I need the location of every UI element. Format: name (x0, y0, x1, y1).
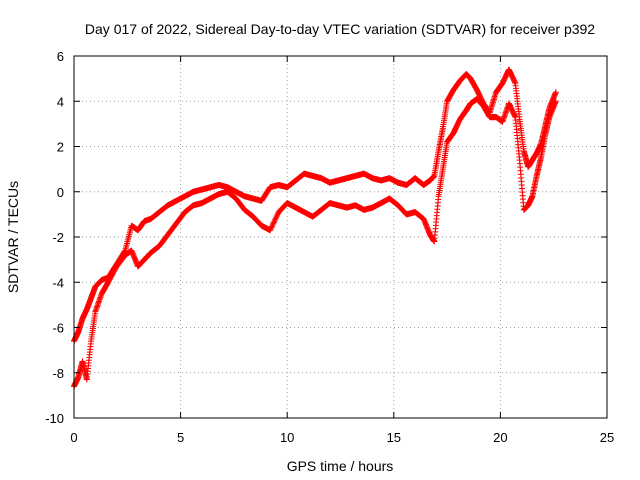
data-point (552, 89, 559, 96)
y-tick-label: -6 (52, 321, 64, 336)
x-tick-label: 20 (493, 430, 507, 445)
y-tick-label: -4 (52, 275, 64, 290)
data-point (269, 222, 276, 229)
data-point (272, 215, 279, 222)
plot-frame (73, 55, 608, 419)
x-axis-label: GPS time / hours (287, 458, 394, 474)
data-point (271, 218, 278, 225)
data-point (273, 214, 280, 221)
y-tick-label: -2 (52, 230, 64, 245)
y-tick-label: -8 (52, 366, 64, 381)
data-point (268, 223, 275, 230)
x-tick-label: 25 (600, 430, 614, 445)
x-tick-label: 10 (280, 430, 294, 445)
data-point (270, 219, 277, 226)
y-tick-label: 0 (57, 185, 64, 200)
y-tick-label: 2 (57, 140, 64, 155)
chart-title: Day 017 of 2022, Sidereal Day-to-day VTE… (85, 21, 595, 37)
y-axis-label: SDTVAR / TECUs (5, 181, 21, 293)
data-points (71, 66, 559, 390)
y-tick-label: 4 (57, 94, 64, 109)
data-point (274, 211, 281, 218)
data-point (268, 224, 275, 231)
y-tick-label: -10 (45, 411, 64, 426)
data-point (273, 212, 280, 219)
data-point (272, 216, 279, 223)
data-point (552, 98, 559, 105)
x-tick-label: 0 (70, 430, 77, 445)
axis-ticks: 0 5 10 15 20 25 -10 -8 -6 -4 -2 0 2 4 6 (45, 49, 614, 445)
x-tick-label: 15 (387, 430, 401, 445)
data-point (267, 227, 274, 234)
grid-lines (74, 56, 607, 418)
y-tick-label: 6 (57, 49, 64, 64)
x-tick-label: 5 (177, 430, 184, 445)
data-point (270, 220, 277, 227)
data-point (267, 225, 274, 232)
